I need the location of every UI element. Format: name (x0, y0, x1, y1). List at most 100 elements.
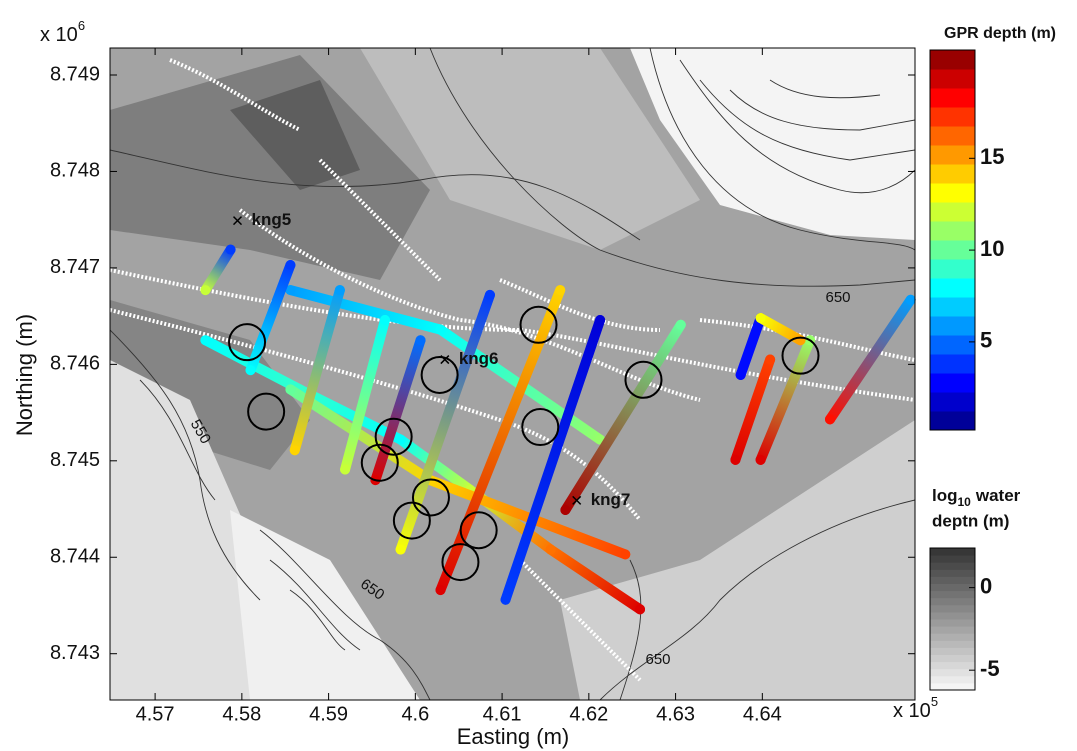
x-multiplier-exponent: 5 (931, 694, 938, 709)
colorbar-swatch (930, 221, 975, 241)
colorbar-tick-label: 15 (980, 144, 1004, 169)
y-axis-label: Northing (m) (12, 314, 37, 436)
contour-label: 650 (825, 289, 850, 306)
colorbar-swatch (930, 183, 975, 203)
colorbar-swatch (930, 297, 975, 317)
track-point (560, 505, 570, 515)
colorbar-swatch (930, 164, 975, 184)
colorbar2-swatch (930, 655, 975, 663)
track-point (825, 414, 835, 424)
colorbar-swatch (930, 145, 975, 165)
colorbar-swatch (930, 411, 975, 431)
colorbar-swatch (930, 107, 975, 127)
track-point (765, 355, 775, 365)
colorbar2-swatch (930, 683, 975, 691)
y-tick-label: 8.743 (50, 642, 100, 664)
colorbar2-swatch (930, 576, 975, 584)
track-point (436, 585, 446, 595)
track-point (340, 464, 350, 474)
x-tick-label: 4.58 (222, 703, 261, 725)
track-point (285, 260, 295, 270)
colorbar-swatch (930, 278, 975, 298)
colorbar2-swatch (930, 676, 975, 684)
track-point (906, 295, 916, 305)
colorbar2-swatch (930, 662, 975, 670)
colorbar-swatch (930, 373, 975, 393)
y-tick-label: 8.747 (50, 256, 100, 278)
colorbar2-swatch (930, 555, 975, 563)
colorbar-swatch (930, 335, 975, 355)
x-tick-label: 4.57 (136, 703, 175, 725)
track-point (380, 315, 390, 325)
x-multiplier-base: x 10 (893, 700, 931, 722)
track-point (635, 604, 645, 614)
colorbar2-swatch (930, 626, 975, 634)
colorbar-swatch (930, 259, 975, 279)
y-multiplier-exponent: 6 (78, 18, 85, 33)
x-tick-label: 4.59 (309, 703, 348, 725)
colorbar2-swatch (930, 584, 975, 592)
x-tick-label: 4.64 (743, 703, 782, 725)
colorbar2-swatch (930, 598, 975, 606)
colorbar2-swatch (930, 619, 975, 627)
track-point (200, 285, 210, 295)
y-tick-label: 8.744 (50, 546, 100, 568)
colorbar-swatch (930, 202, 975, 222)
colorbar2-swatch (930, 633, 975, 641)
track-point (546, 545, 556, 555)
track-point (736, 370, 746, 380)
colorbar2-title-line2: deptn (m) (932, 511, 1009, 530)
colorbar2-swatch (930, 548, 975, 556)
colorbar2-tick-label: 0 (980, 573, 992, 598)
y-multiplier: x 106 (40, 18, 85, 46)
track-point (416, 335, 426, 345)
track-point (226, 245, 236, 255)
track-point (200, 335, 210, 345)
x-axis-label: Easting (m) (457, 724, 569, 749)
colorbar-swatch (930, 316, 975, 336)
track-point (335, 285, 345, 295)
colorbar2-swatch (930, 669, 975, 677)
track-point (555, 285, 565, 295)
colorbar-tick-label: 5 (980, 328, 992, 353)
colorbar-swatch (930, 354, 975, 374)
track-point (676, 320, 686, 330)
colorbar-swatch (930, 126, 975, 146)
colorbar2-tick-label: -5 (980, 656, 1000, 681)
y-tick-label: 8.745 (50, 449, 100, 471)
colorbar2-swatch (930, 640, 975, 648)
track-point (501, 595, 511, 605)
colorbar-swatch (930, 50, 975, 70)
station-label: kng5 (252, 210, 292, 229)
y-multiplier-base: x 10 (40, 24, 78, 46)
x-tick-label: 4.62 (569, 703, 608, 725)
page: Easting (m) Northing (m) x 106 x 105 GPR… (0, 0, 1077, 751)
track-point (246, 365, 256, 375)
track-point (730, 455, 740, 465)
track-point (620, 549, 630, 559)
station-label: kng7 (591, 490, 631, 509)
y-tick-label: 8.748 (50, 160, 100, 182)
track-point (285, 384, 295, 394)
colorbar2-title-rest: water (975, 486, 1021, 505)
track-point (290, 445, 300, 455)
colorbar-tick-label: 10 (980, 236, 1004, 261)
y-tick-label: 8.746 (50, 353, 100, 375)
y-tick-label: 8.749 (50, 63, 100, 85)
colorbar2-swatch (930, 612, 975, 620)
colorbar-swatch (930, 69, 975, 89)
colorbar2-swatch (930, 647, 975, 655)
track-point (396, 435, 406, 445)
track-point (756, 313, 766, 323)
x-tick-label: 4.6 (401, 703, 429, 725)
figure: Easting (m) Northing (m) x 106 x 105 GPR… (0, 0, 1077, 751)
track-point (756, 455, 766, 465)
track-point (436, 325, 446, 335)
track-point (396, 545, 406, 555)
x-tick-label: 4.63 (656, 703, 695, 725)
colorbar2-title-sub: 10 (958, 495, 972, 509)
colorbar-swatch (930, 392, 975, 412)
colorbar2-swatch (930, 591, 975, 599)
colorbar2-swatch (930, 605, 975, 613)
